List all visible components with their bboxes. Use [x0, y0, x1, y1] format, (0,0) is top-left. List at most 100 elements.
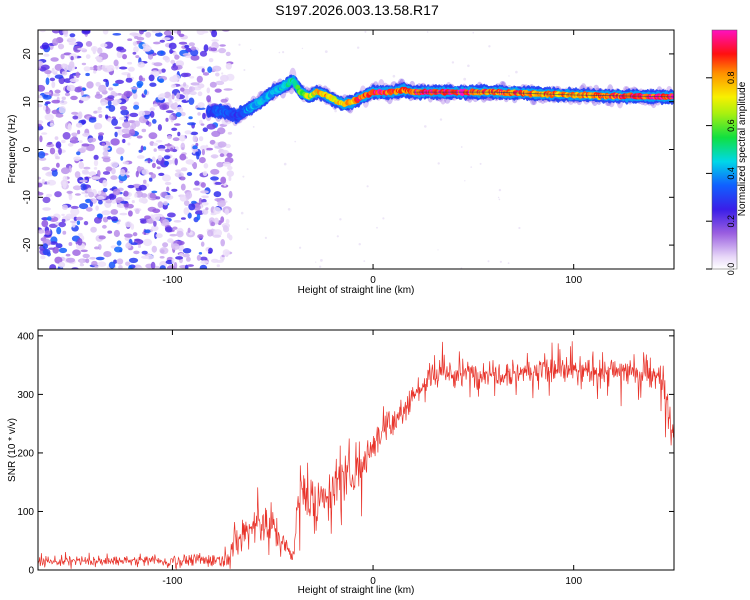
- spectrogram-noise-speck: [220, 98, 228, 103]
- spectrogram-noise-speck: [73, 45, 82, 53]
- spectrogram-faint-speck: [301, 47, 304, 50]
- spectrogram-noise-speck: [127, 61, 133, 65]
- spectrogram-noise-speck: [215, 259, 224, 263]
- snr-xtick-label: 100: [565, 576, 582, 587]
- spectrogram-noise-speck: [103, 147, 111, 151]
- spectrogram-noise-speck: [94, 56, 103, 60]
- spectrogram-noise-speck: [201, 148, 205, 156]
- spectrogram-noise-speck: [228, 190, 233, 199]
- spectrogram-noise-speck: [213, 207, 222, 215]
- spectrogram-ytick-label: 20: [22, 48, 33, 60]
- spectrogram-noise-speck: [44, 69, 52, 75]
- spectrogram-xtick-label: 100: [565, 275, 582, 286]
- spectrogram-noise-speck: [86, 81, 94, 89]
- spectrogram-noise-speck: [202, 72, 210, 76]
- colorbar-tick-label: 0.8: [726, 72, 736, 85]
- spectrogram-faint-speck: [382, 217, 385, 220]
- spectrogram-noise-speck: [112, 83, 119, 87]
- spectrogram-noise-speck: [176, 92, 180, 100]
- spectrogram-noise-speck: [116, 51, 123, 59]
- spectrogram-faint-speck: [299, 246, 302, 249]
- spectrogram-noise-speck: [152, 142, 158, 146]
- spectrogram-noise-speck: [171, 148, 178, 153]
- snr-axes: -100 0 100 0 100 200 300 400: [17, 330, 674, 587]
- spectrogram-faint-speck: [282, 51, 285, 54]
- spectrogram-noise-speck: [102, 179, 108, 187]
- spectrogram-noise-speck: [93, 154, 99, 160]
- spectrogram-noise-speck: [93, 167, 98, 170]
- spectrogram-noise-speck: [185, 93, 189, 101]
- spectrogram-noise-speck: [180, 167, 188, 172]
- spectrogram-noise-speck: [69, 78, 80, 83]
- spectrogram-noise-speck: [160, 50, 164, 55]
- spectrogram-noise-speck: [120, 105, 128, 111]
- spectrogram-noise-speck: [64, 92, 71, 97]
- spectrogram-noise-speck: [113, 59, 119, 67]
- spectrogram-noise-speck: [201, 202, 209, 206]
- spectrogram-noise-speck: [157, 144, 166, 150]
- spectrogram-noise-speck: [227, 131, 233, 135]
- spectrogram-noise-speck: [54, 191, 62, 198]
- spectrogram-noise-speck: [94, 216, 102, 224]
- spectrogram-noise-speck: [118, 116, 127, 121]
- spectrogram-noise-speck: [149, 110, 155, 118]
- spectrogram-noise-speck: [82, 87, 86, 91]
- spectrogram-noise-speck: [174, 158, 178, 166]
- spectrogram-noise-speck: [68, 42, 78, 46]
- spectrogram-noise-speck: [170, 147, 174, 152]
- spectrogram-noise-speck: [123, 233, 133, 238]
- spectrogram-faint-speck: [439, 118, 443, 121]
- spectrogram-noise-speck: [82, 253, 90, 259]
- spectrogram-noise-speck: [200, 190, 209, 194]
- spectrogram-noise-speck: [91, 260, 98, 266]
- spectrogram-noise-speck: [163, 155, 171, 160]
- spectrogram-noise-speck: [107, 216, 112, 220]
- spectrogram-noise-speck: [208, 247, 213, 254]
- spectrogram-noise-speck: [201, 209, 209, 215]
- spectrogram-noise-speck: [143, 179, 147, 184]
- spectrogram-noise-speck: [112, 188, 121, 196]
- spectrogram-noise-speck: [88, 117, 97, 123]
- spectrogram-noise-speck: [41, 178, 45, 185]
- spectrogram-noise-speck: [132, 51, 137, 55]
- spectrogram-noise-speck: [129, 32, 139, 36]
- spectrogram-noise-speck: [85, 72, 90, 77]
- spectrogram-noise-speck: [95, 256, 105, 261]
- spectrogram-noise-speck: [210, 168, 220, 175]
- spectrogram-noise-speck: [96, 65, 103, 71]
- spectrogram-noise-speck: [49, 264, 57, 269]
- spectrogram-noise-speck: [85, 198, 92, 204]
- spectrogram-noise-speck: [107, 100, 112, 107]
- spectrogram-noise-speck: [157, 155, 163, 161]
- spectrogram-noise-speck: [155, 32, 163, 37]
- spectrogram-ridge-cell: [295, 84, 301, 90]
- spectrogram-noise-speck: [108, 261, 116, 269]
- spectrogram-noise-speck: [175, 106, 184, 114]
- spectrogram-noise-speck: [163, 201, 168, 206]
- spectrogram-noise-speck: [190, 54, 200, 61]
- spectrogram-noise-speck: [179, 134, 186, 142]
- spectrogram-noise-speck: [180, 87, 185, 92]
- spectrogram-noise-speck: [210, 154, 219, 159]
- snr-xtick-label: -100: [162, 576, 182, 587]
- spectrogram-noise-speck: [49, 77, 56, 82]
- spectrogram-noise-speck: [114, 131, 118, 138]
- spectrogram-noise-speck: [133, 104, 140, 110]
- spectrogram-noise-speck: [197, 91, 203, 97]
- spectrogram-noise-speck: [127, 210, 133, 217]
- spectrogram-noise-speck: [79, 96, 90, 102]
- spectrogram-noise-speck: [81, 143, 90, 147]
- spectrogram-noise-speck: [152, 119, 157, 124]
- spectrogram-faint-speck: [319, 265, 322, 268]
- spectrogram-noise-speck: [61, 139, 66, 144]
- spectrogram-noise-speck: [182, 53, 191, 56]
- spectrogram-noise-speck: [74, 171, 81, 179]
- spectrogram-noise-speck: [48, 223, 58, 228]
- spectrogram-noise-speck: [38, 120, 44, 125]
- spectrogram-noise-speck: [203, 44, 209, 52]
- spectrogram-noise-speck: [102, 224, 107, 229]
- spectrogram-noise-speck: [77, 129, 81, 135]
- spectrogram-noise-speck: [62, 30, 69, 35]
- snr-marks: [38, 341, 674, 570]
